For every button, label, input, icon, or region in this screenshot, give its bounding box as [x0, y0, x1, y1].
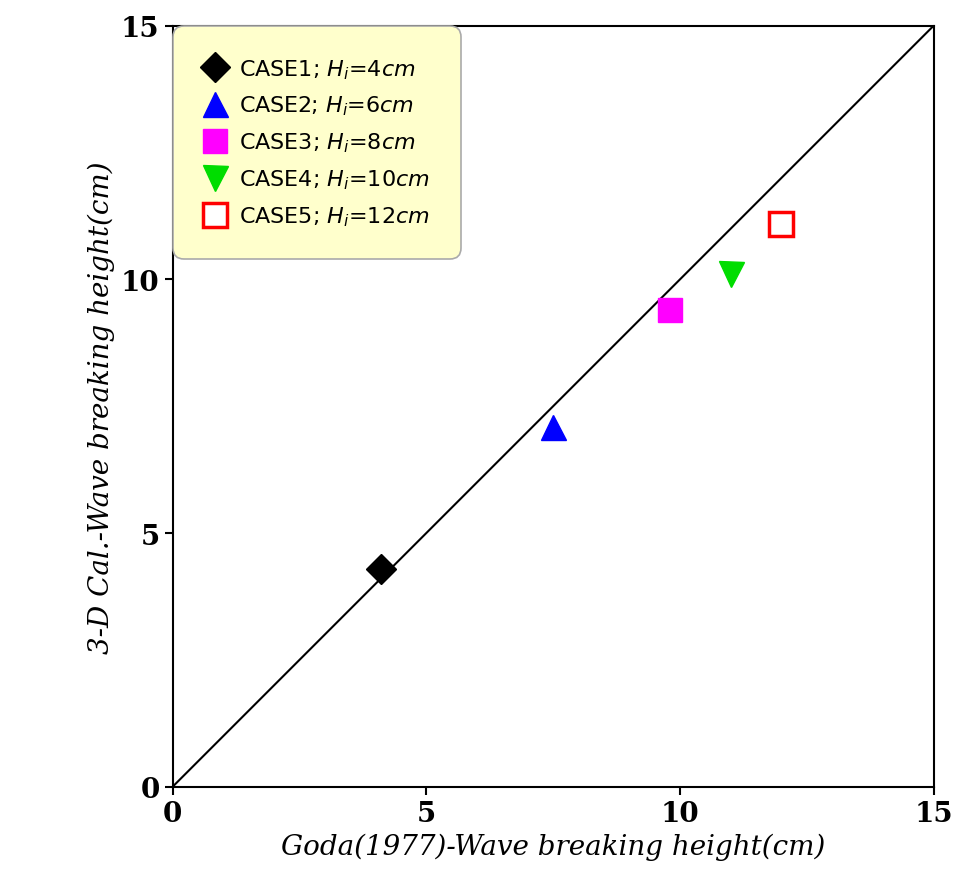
Y-axis label: 3-D Cal.-Wave breaking height(cm): 3-D Cal.-Wave breaking height(cm) — [88, 161, 115, 653]
Legend: CASE1; $\mathit{H_i}$=4$\mathit{cm}$, CASE2; $\mathit{H_i}$=6$\mathit{cm}$, CASE: CASE1; $\mathit{H_i}$=4$\mathit{cm}$, CA… — [184, 38, 450, 249]
X-axis label: Goda(1977)-Wave breaking height(cm): Goda(1977)-Wave breaking height(cm) — [281, 832, 824, 860]
